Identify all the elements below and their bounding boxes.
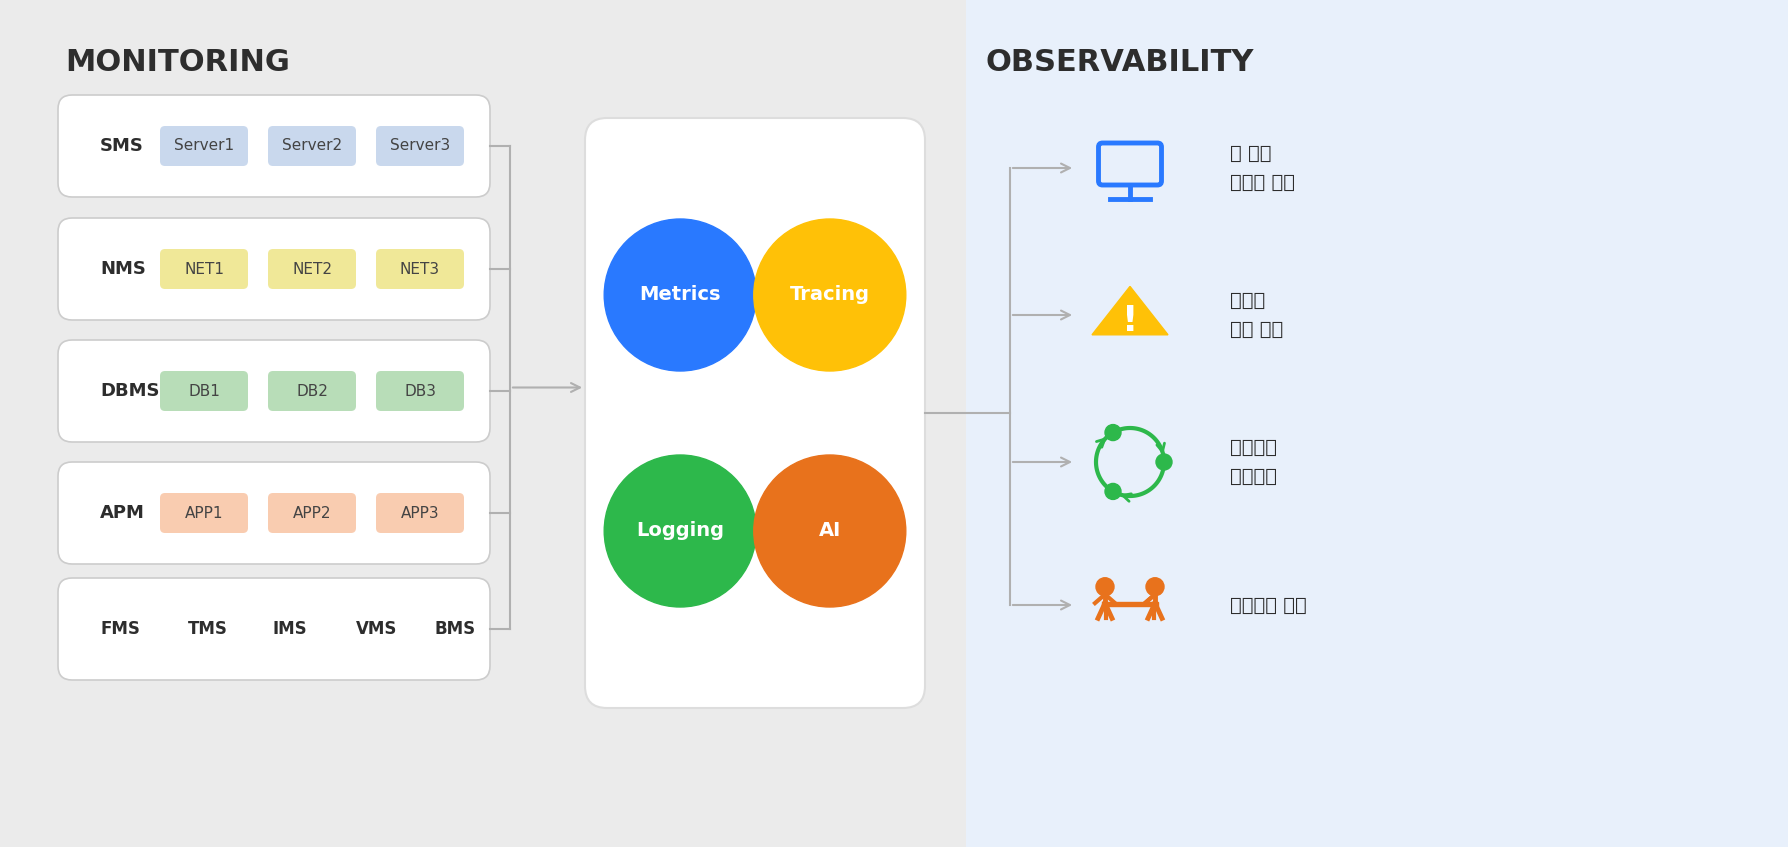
- FancyBboxPatch shape: [268, 126, 356, 166]
- Text: Server1: Server1: [173, 139, 234, 153]
- Circle shape: [1105, 424, 1121, 440]
- Text: OBSERVABILITY: OBSERVABILITY: [985, 48, 1253, 77]
- FancyBboxPatch shape: [966, 0, 1788, 847]
- FancyBboxPatch shape: [57, 462, 490, 564]
- Polygon shape: [1092, 286, 1168, 335]
- Circle shape: [1146, 578, 1164, 595]
- Circle shape: [1096, 578, 1114, 595]
- Text: 잠재적
문제 식별: 잠재적 문제 식별: [1230, 291, 1284, 340]
- FancyBboxPatch shape: [159, 126, 249, 166]
- FancyBboxPatch shape: [585, 118, 924, 708]
- Text: DBMS: DBMS: [100, 382, 159, 400]
- Text: Server3: Server3: [390, 139, 451, 153]
- Text: 회의시간 단축: 회의시간 단축: [1230, 595, 1307, 615]
- Text: MONITORING: MONITORING: [64, 48, 290, 77]
- Text: BMS: BMS: [434, 620, 476, 638]
- FancyBboxPatch shape: [57, 218, 490, 320]
- Text: NMS: NMS: [100, 260, 147, 278]
- FancyBboxPatch shape: [268, 249, 356, 289]
- FancyBboxPatch shape: [375, 249, 465, 289]
- FancyBboxPatch shape: [268, 493, 356, 533]
- Text: NET1: NET1: [184, 262, 224, 276]
- Text: TMS: TMS: [188, 620, 227, 638]
- Text: VMS: VMS: [356, 620, 397, 638]
- Text: DB2: DB2: [297, 384, 327, 398]
- Circle shape: [604, 455, 756, 607]
- Text: IMS: IMS: [272, 620, 306, 638]
- FancyBboxPatch shape: [159, 371, 249, 411]
- Polygon shape: [1101, 602, 1159, 606]
- Text: Server2: Server2: [283, 139, 342, 153]
- Circle shape: [1157, 454, 1171, 470]
- Text: AI: AI: [819, 522, 840, 540]
- Circle shape: [755, 219, 907, 371]
- FancyBboxPatch shape: [57, 340, 490, 442]
- Text: Metrics: Metrics: [640, 285, 721, 305]
- Text: SMS: SMS: [100, 137, 143, 155]
- FancyBboxPatch shape: [57, 95, 490, 197]
- FancyBboxPatch shape: [159, 493, 249, 533]
- FancyBboxPatch shape: [159, 249, 249, 289]
- FancyBboxPatch shape: [57, 578, 490, 680]
- Text: NET3: NET3: [401, 262, 440, 276]
- Text: APM: APM: [100, 504, 145, 522]
- Text: APP3: APP3: [401, 506, 440, 521]
- FancyBboxPatch shape: [375, 493, 465, 533]
- Text: 신뢰성과
성능개선: 신뢰성과 성능개선: [1230, 438, 1277, 486]
- Text: APP2: APP2: [293, 506, 331, 521]
- Text: DB3: DB3: [404, 384, 436, 398]
- Text: NET2: NET2: [291, 262, 333, 276]
- Circle shape: [604, 219, 756, 371]
- Text: APP1: APP1: [184, 506, 224, 521]
- Circle shape: [1105, 484, 1121, 500]
- FancyBboxPatch shape: [375, 126, 465, 166]
- Text: !: !: [1121, 304, 1139, 338]
- Text: 더 나은
가시성 확보: 더 나은 가시성 확보: [1230, 144, 1295, 192]
- FancyBboxPatch shape: [0, 0, 966, 847]
- Text: Logging: Logging: [637, 522, 724, 540]
- Text: DB1: DB1: [188, 384, 220, 398]
- Text: Tracing: Tracing: [790, 285, 869, 305]
- Circle shape: [755, 455, 907, 607]
- Text: FMS: FMS: [100, 620, 139, 638]
- FancyBboxPatch shape: [268, 371, 356, 411]
- FancyBboxPatch shape: [375, 371, 465, 411]
